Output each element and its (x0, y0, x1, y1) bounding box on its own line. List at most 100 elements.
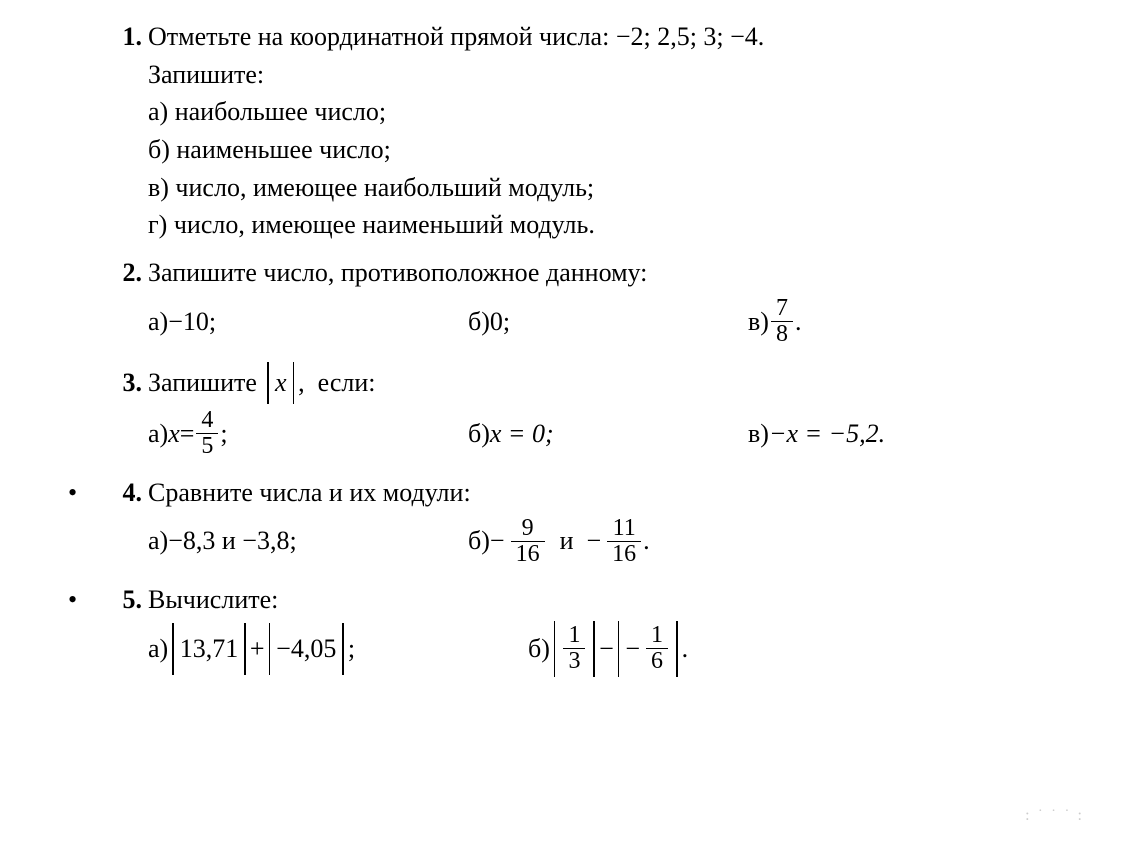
p5-a: а) 13,71 + −4,05 ; (148, 623, 528, 675)
p4-a: а) −8,3 и −3,8; (148, 522, 468, 560)
p5-a-abs2: −4,05 (265, 623, 348, 675)
abs-bar-icon (172, 623, 174, 675)
p1-d: г) число, имеющее наименьший модуль. (80, 206, 1104, 244)
abs-bar-icon (676, 621, 678, 676)
p5-b-f2-den: 6 (646, 649, 668, 674)
p2-number: 2. (114, 254, 142, 292)
p4-b-f2-num: 11 (607, 516, 641, 542)
p3-number: 3. (114, 364, 142, 402)
p3-abs-x: x (263, 362, 298, 404)
p3-line1: 3. Запишите x , если: (80, 362, 1104, 404)
p3-a-num: 4 (196, 408, 218, 434)
p4-number: 4. (114, 474, 142, 512)
p5-a-abs2-inner: −4,05 (274, 628, 338, 670)
p5-a-abs1: 13,71 (168, 623, 250, 675)
p4-b-f1-num: 9 (511, 516, 545, 542)
p5-a-label: а) (148, 630, 168, 668)
abs-bar-icon (244, 623, 246, 675)
p2-c-label: в) (748, 303, 769, 341)
p4-a-label: а) (148, 522, 168, 560)
p5-b: б) 1 3 − − 1 6 (528, 621, 1104, 676)
p2-text: Запишите число, противоположное данному: (148, 258, 647, 287)
p4-b: б) − 9 16 и − 11 16 . (468, 516, 1104, 567)
p4-b-f1: 9 16 (511, 516, 545, 567)
problem-2: 2.Запишите число, противоположное данном… (80, 254, 1104, 352)
p2-options: а) −10; б) 0; в) 7 8 . (80, 292, 1104, 352)
p1-line1: 1.Отметьте на координатной прямой числа:… (80, 18, 1104, 56)
p3-pre: Запишите (148, 364, 263, 402)
p2-c-num: 7 (771, 296, 793, 322)
abs-bar-icon (267, 362, 269, 404)
p4-b-term1: − 9 16 (490, 516, 547, 567)
p4-b-label: б) (468, 522, 490, 560)
p5-b-f1-num: 1 (563, 623, 585, 649)
p2-b-label: б) (468, 303, 490, 341)
p4-b-and: и (547, 522, 587, 560)
p1-b: б) наименьшее число; (80, 131, 1104, 169)
p3-post: , если: (298, 364, 375, 402)
p3-b-body: x = 0; (490, 415, 554, 453)
minus-icon: − (586, 522, 601, 560)
p4-text: Сравните числа и их модули: (148, 478, 471, 507)
p2-a-val: −10; (168, 303, 216, 341)
p2-c-fraction: 7 8 (771, 296, 793, 347)
p2-a-label: а) (148, 303, 168, 341)
p5-line1: 5.Вычислите: (80, 581, 1104, 619)
p5-text: Вычислите: (148, 585, 278, 614)
p1-c: в) число, имеющее наибольший модуль; (80, 169, 1104, 207)
p2-c-den: 8 (771, 322, 793, 347)
problem-3: 3. Запишите x , если: а) x = 4 5 ; б) x … (80, 362, 1104, 464)
p3-a-x: x (168, 415, 180, 453)
p3-abs-x-inner: x (273, 362, 289, 404)
p3-a-fraction: 4 5 (196, 408, 218, 459)
p4-line1: 4.Сравните числа и их модули: (80, 474, 1104, 512)
minus-icon: − (490, 522, 505, 560)
p4-b-term2: − 11 16 (586, 516, 643, 567)
problem-1: 1.Отметьте на координатной прямой числа:… (80, 18, 1104, 244)
p5-a-plus: + (250, 630, 265, 668)
p2-b-val: 0; (490, 303, 510, 341)
p5-b-abs2: − 1 6 (614, 621, 682, 676)
abs-bar-icon (342, 623, 344, 675)
p1-text1b: −2; 2,5; 3; −4. (616, 22, 765, 51)
abs-bar-icon (293, 362, 295, 404)
p1-text1a: Отметьте на координатной прямой числа: (148, 22, 616, 51)
p5-number: 5. (114, 581, 142, 619)
problem-4: 4.Сравните числа и их модули: а) −8,3 и … (80, 474, 1104, 572)
p4-options: а) −8,3 и −3,8; б) − 9 16 и − 11 16 . (80, 511, 1104, 571)
p4-b-f2-den: 16 (607, 542, 641, 567)
p3-options: а) x = 4 5 ; б) x = 0; в) −x = −5,2. (80, 404, 1104, 464)
p3-b-label: б) (468, 415, 490, 453)
p5-b-label: б) (528, 630, 550, 668)
p5-b-f1: 1 3 (563, 623, 585, 674)
p2-c-end: . (795, 303, 802, 341)
p3-c-body: −x = −5,2. (769, 415, 885, 453)
p2-b: б) 0; (468, 303, 748, 341)
problem-5: 5.Вычислите: а) 13,71 + −4,05 ; б) (80, 581, 1104, 679)
p1-line2: Запишите: (80, 56, 1104, 94)
p5-b-minus: − (599, 630, 614, 668)
p1-number: 1. (114, 18, 142, 56)
p3-a: а) x = 4 5 ; (148, 408, 468, 459)
p5-b-abs2-inner: − 1 6 (623, 621, 672, 676)
abs-bar-icon (269, 623, 271, 675)
p3-a-den: 5 (196, 434, 218, 459)
p3-c: в) −x = −5,2. (748, 415, 1104, 453)
abs-bar-icon (618, 621, 620, 676)
p4-a-body: −8,3 и −3,8; (168, 522, 296, 560)
p5-a-abs1-inner: 13,71 (178, 628, 241, 670)
abs-bar-icon (554, 621, 556, 676)
p4-b-end: . (643, 522, 650, 560)
p5-b-abs1-inner: 1 3 (559, 621, 589, 676)
p5-b-f2-num: 1 (646, 623, 668, 649)
p1-a: а) наибольшее число; (80, 93, 1104, 131)
abs-bar-icon (593, 621, 595, 676)
faint-marks: : ˙ ˙ ˙ : (1025, 804, 1084, 827)
p3-c-label: в) (748, 415, 769, 453)
minus-icon: − (625, 630, 640, 668)
p5-b-f2: 1 6 (646, 623, 668, 674)
p2-a: а) −10; (148, 303, 468, 341)
p2-c: в) 7 8 . (748, 296, 1104, 347)
p5-options: а) 13,71 + −4,05 ; б) 1 3 (80, 619, 1104, 679)
p3-a-eq: = (180, 415, 195, 453)
